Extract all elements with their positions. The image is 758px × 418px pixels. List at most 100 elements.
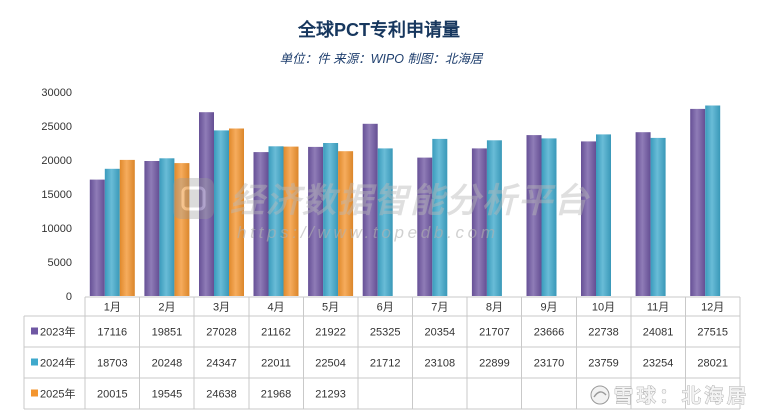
data-label: 21707	[479, 327, 510, 339]
data-label: 23170	[534, 358, 565, 370]
credit-text: 雪球：北海居	[614, 384, 746, 407]
bar-series-1-month-11	[635, 132, 651, 296]
legend-label: 2024年	[40, 356, 75, 370]
bar-series-2-month-5	[323, 143, 339, 296]
bar-series-1-month-6	[362, 123, 378, 296]
x-tick-label: 6月	[377, 302, 394, 314]
bar-series-1-month-2	[144, 161, 160, 296]
data-label: 28021	[697, 358, 728, 370]
bar-series-2-month-9	[541, 138, 557, 296]
bar-series-1-month-3	[199, 112, 214, 296]
bar-series-3-month-1	[119, 159, 135, 296]
x-tick-label: 1月	[104, 302, 121, 314]
legend-label: 2023年	[40, 325, 75, 339]
logo-inner-square	[181, 186, 206, 211]
bar-series-2-month-4	[268, 146, 284, 296]
legend-swatch	[31, 358, 38, 366]
logo-circle	[590, 385, 610, 405]
bar-series-3-month-5	[338, 151, 354, 296]
data-label: 20015	[97, 389, 128, 401]
table-row: 2025年 20015 19545 24638 21968 21293	[31, 387, 346, 401]
y-axis: 0 5000 10000 15000 20000 25000 30000	[41, 87, 72, 303]
data-table-grid	[23, 296, 741, 410]
logo-frame	[173, 178, 214, 219]
data-label: 24638	[206, 389, 237, 401]
legend-swatch	[31, 389, 38, 397]
data-label: 27515	[697, 327, 728, 339]
bars	[89, 105, 721, 297]
data-label: 25325	[370, 327, 401, 339]
x-tick-label: 11月	[647, 302, 669, 314]
data-label: 21162	[261, 327, 291, 339]
topedb-logo-icon	[173, 178, 214, 219]
data-label: 24081	[643, 327, 674, 339]
y-tick-label: 15000	[41, 189, 72, 201]
watermark-platform-text: 经济数据智能分析平台	[230, 182, 590, 220]
bar-series-2-month-3	[214, 130, 229, 296]
x-tick-label: 3月	[213, 302, 230, 314]
y-tick-label: 5000	[48, 257, 72, 269]
legend-label: 2025年	[40, 387, 75, 401]
y-tick-label: 10000	[41, 223, 72, 235]
y-tick-label: 25000	[41, 121, 72, 133]
bar-series-2-month-2	[159, 158, 175, 296]
bar-series-1-month-12	[690, 108, 706, 297]
credit-watermark: 雪球：北海居	[590, 384, 746, 407]
data-label: 22738	[588, 327, 619, 339]
x-tick-label: 2月	[158, 302, 175, 314]
data-label: 22899	[479, 358, 510, 370]
y-tick-label: 30000	[41, 87, 72, 99]
data-label: 23108	[425, 358, 456, 370]
x-tick-label: 10月	[592, 302, 615, 314]
x-tick-label: 12月	[701, 302, 724, 314]
y-tick-label: 20000	[41, 155, 72, 167]
table-row: 2024年 18703 20248 24347 22011 22504 21712 23108…	[31, 356, 728, 370]
bar-series-3-month-4	[283, 146, 299, 296]
bar-series-2-month-6	[377, 148, 393, 296]
data-label: 21712	[370, 358, 401, 370]
chart-title: 全球PCT专利申请量	[297, 19, 460, 40]
data-label: 22011	[261, 358, 291, 370]
bar-series-2-month-11	[650, 137, 666, 296]
x-tick-label: 8月	[486, 302, 503, 314]
x-tick-label: 9月	[540, 302, 557, 314]
bar-series-2-month-1	[104, 168, 120, 296]
bar-series-1-month-4	[253, 152, 269, 296]
watermark-url-text: https://www.topedb.com	[237, 223, 495, 242]
legend-swatch	[31, 327, 38, 335]
bar-series-1-month-7	[417, 157, 433, 296]
bar-series-3-month-3	[229, 128, 244, 296]
data-label: 24347	[206, 358, 237, 370]
bar-series-2-month-12	[705, 105, 721, 296]
data-label: 19851	[152, 327, 183, 339]
data-table: 1月 2月 3月 4月 5月 6月 7月 8月 9月 10月 11月 12月 2023年 17116 198…	[23, 296, 741, 410]
data-label: 17116	[97, 327, 127, 339]
logo-swirl	[593, 391, 607, 398]
data-label: 23254	[643, 358, 674, 370]
xueqiu-logo-icon	[590, 385, 610, 405]
data-label: 19545	[152, 389, 183, 401]
data-label: 21922	[315, 327, 346, 339]
y-tick-label: 0	[66, 291, 72, 303]
chart-subtitle: 单位：件 来源：WIPO 制图：北海居	[280, 52, 484, 66]
data-label: 27028	[206, 327, 237, 339]
bar-series-2-month-10	[596, 134, 611, 296]
x-tick-label: 7月	[431, 302, 448, 314]
bar-series-3-month-2	[174, 163, 190, 296]
bar-series-2-month-7	[432, 138, 448, 296]
data-label: 22504	[315, 358, 346, 370]
data-label: 21968	[261, 389, 292, 401]
data-label: 21293	[315, 389, 346, 401]
table-header-row: 1月 2月 3月 4月 5月 6月 7月 8月 9月 10月 11月 12月	[104, 302, 725, 314]
data-label: 20248	[152, 358, 183, 370]
bar-series-1-month-1	[89, 179, 105, 296]
table-row: 2023年 17116 19851 27028 21162 21922 25325 20354…	[31, 325, 728, 339]
bar-series-1-month-8	[471, 148, 487, 296]
data-label: 23666	[534, 327, 565, 339]
x-tick-label: 4月	[267, 302, 284, 314]
bar-series-2-month-8	[486, 140, 502, 296]
bar-series-1-month-9	[526, 135, 542, 296]
bar-series-1-month-5	[308, 146, 324, 296]
data-label: 23759	[588, 358, 619, 370]
